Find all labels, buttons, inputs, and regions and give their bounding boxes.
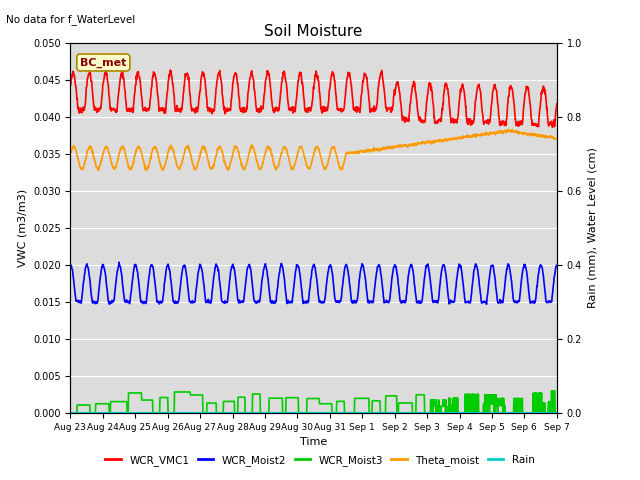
Legend: WCR_VMC1, WCR_Moist2, WCR_Moist3, Theta_moist, Rain: WCR_VMC1, WCR_Moist2, WCR_Moist3, Theta_… bbox=[101, 451, 539, 470]
Text: No data for f_WaterLevel: No data for f_WaterLevel bbox=[6, 14, 136, 25]
Y-axis label: VWC (m3/m3): VWC (m3/m3) bbox=[17, 189, 28, 267]
Title: Soil Moisture: Soil Moisture bbox=[264, 24, 363, 39]
Y-axis label: Rain (mm), Water Level (cm): Rain (mm), Water Level (cm) bbox=[588, 147, 598, 309]
X-axis label: Time: Time bbox=[300, 437, 327, 447]
Text: BC_met: BC_met bbox=[80, 58, 127, 68]
